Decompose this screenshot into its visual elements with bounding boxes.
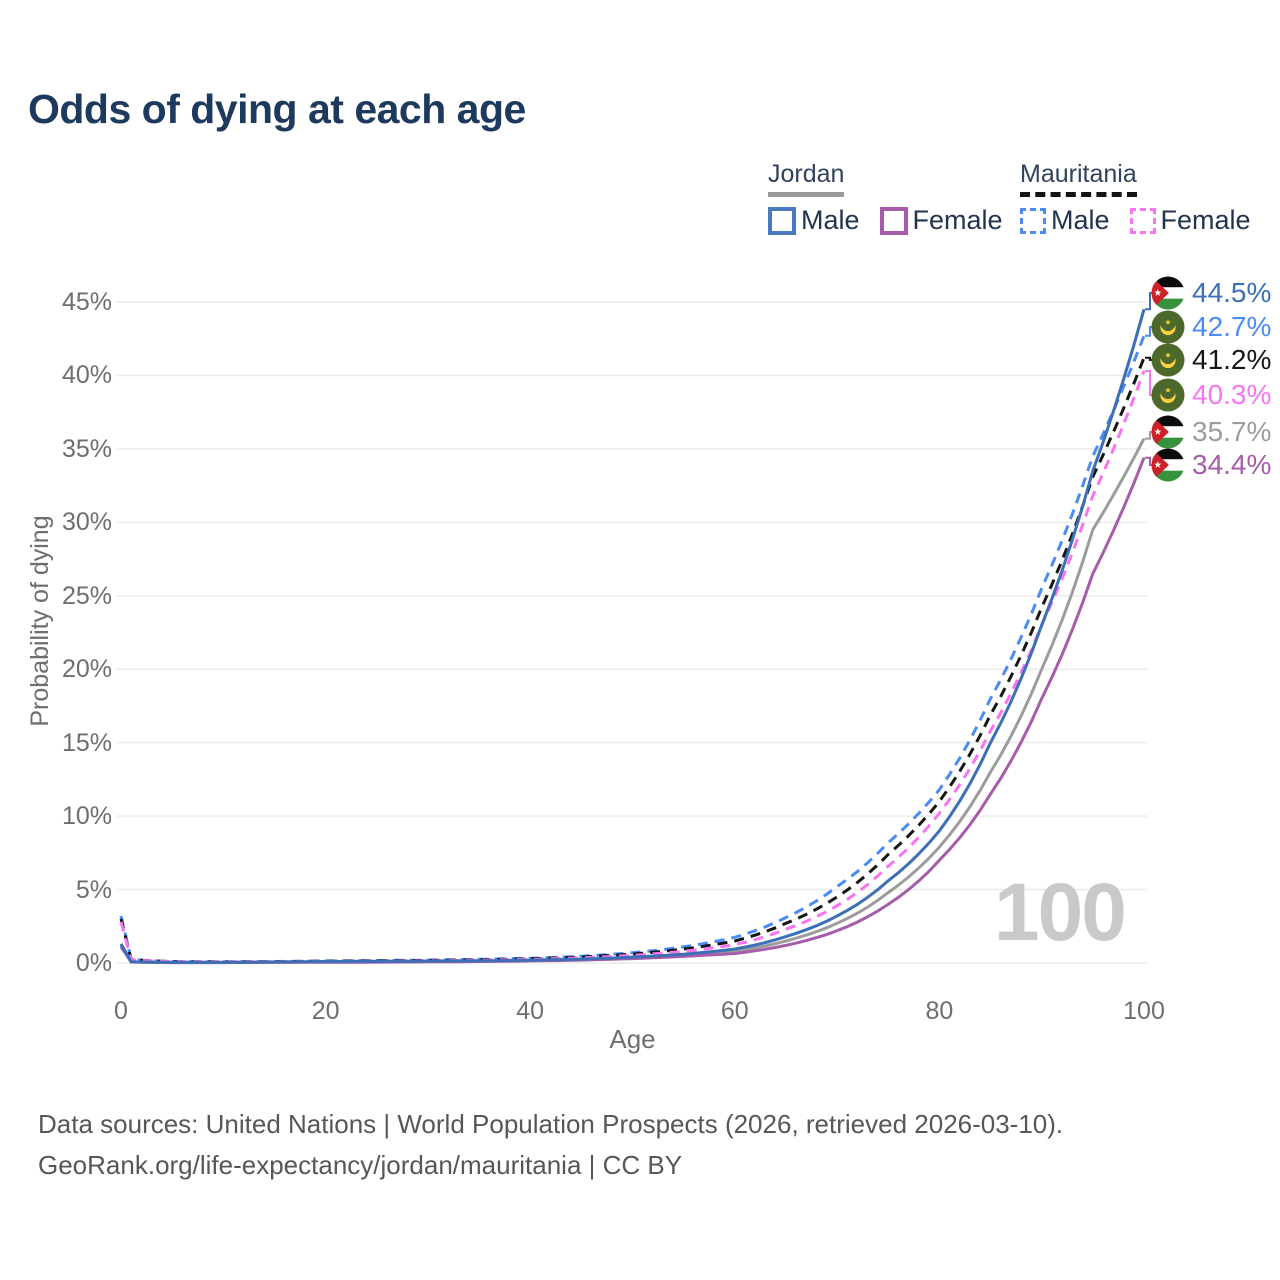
- x-tick-label: 0: [114, 997, 128, 1025]
- legend-swatch-mauritania-female: [1129, 207, 1156, 234]
- end-label-row-jordan-male: 44.5%: [1151, 276, 1271, 310]
- y-tick-label: 35%: [61, 434, 112, 463]
- mauritania-flag-icon: [1151, 343, 1185, 377]
- legend-label-jordan-female: Female: [912, 205, 1003, 235]
- legend-row-jordan: Male Female: [768, 205, 1003, 236]
- legend-item-jordan-female[interactable]: Female: [879, 205, 1003, 236]
- end-label-value: 44.5%: [1192, 277, 1272, 308]
- series-line-jordan-female[interactable]: [119, 457, 1146, 965]
- legend-group-jordan: Jordan Male Female: [768, 160, 1003, 236]
- y-tick-label: 30%: [61, 508, 112, 537]
- legend-swatch-jordan-female: [879, 206, 908, 235]
- legend-label-mauritania-female: Female: [1160, 205, 1251, 235]
- legend-group-mauritania: Mauritania Male Female: [1020, 160, 1251, 236]
- end-label-value: 42.7%: [1192, 311, 1272, 342]
- x-tick-label: 60: [720, 997, 749, 1025]
- footer: Data sources: United Nations | World Pop…: [38, 1104, 1063, 1186]
- x-tick-label: 20: [311, 997, 340, 1025]
- x-tick-label: 80: [925, 997, 954, 1025]
- end-label-row-mauritania: 41.2%: [1151, 343, 1271, 377]
- y-tick-label: 15%: [61, 728, 112, 757]
- footer-data-sources: Data sources: United Nations | World Pop…: [38, 1109, 1064, 1139]
- legend-item-mauritania-male[interactable]: Male: [1020, 205, 1110, 236]
- page-title: Odds of dying at each age: [28, 86, 526, 132]
- y-tick-label: 45%: [61, 287, 112, 316]
- y-tick-label: 25%: [61, 581, 112, 610]
- mauritania-flag-icon: [1151, 378, 1185, 412]
- legend-row-mauritania: Male Female: [1020, 205, 1251, 236]
- mauritania-flag-icon: [1151, 310, 1185, 344]
- end-label-value: 35.7%: [1192, 416, 1272, 447]
- legend-label-mauritania-male: Male: [1051, 205, 1110, 235]
- legend-label-jordan-male: Male: [801, 205, 860, 235]
- end-label-row-jordan: 35.7%: [1151, 415, 1271, 449]
- end-label-row-jordan-female: 34.4%: [1151, 448, 1271, 482]
- y-tick-label: 20%: [61, 655, 112, 684]
- series-line-mauritania-female[interactable]: [119, 370, 1146, 964]
- end-label-value: 34.4%: [1192, 449, 1272, 480]
- end-label-row-mauritania-female: 40.3%: [1151, 378, 1271, 412]
- footer-attribution: GeoRank.org/life-expectancy/jordan/mauri…: [38, 1150, 683, 1180]
- legend-item-jordan-male[interactable]: Male: [768, 205, 860, 236]
- end-label-value: 41.2%: [1192, 344, 1272, 375]
- jordan-flag-icon: [1151, 276, 1185, 310]
- legend-country-jordan[interactable]: Jordan: [768, 160, 845, 197]
- x-axis-title: Age: [609, 1024, 656, 1054]
- end-label-value: 40.3%: [1192, 379, 1272, 410]
- x-tick-label: 40: [516, 997, 545, 1025]
- y-tick-label: 0%: [75, 949, 112, 977]
- y-tick-label: 5%: [75, 875, 112, 904]
- series-line-mauritania-male[interactable]: [119, 335, 1146, 964]
- legend-country-mauritania[interactable]: Mauritania: [1020, 160, 1137, 197]
- hover-age-watermark: 100: [994, 867, 1127, 958]
- y-tick-label: 40%: [61, 361, 112, 390]
- end-label-row-mauritania-male: 42.7%: [1151, 310, 1271, 344]
- legend-swatch-mauritania-male: [1020, 207, 1046, 234]
- y-tick-label: 10%: [61, 802, 112, 831]
- jordan-flag-icon: [1151, 415, 1185, 449]
- series-line-jordan-male[interactable]: [119, 308, 1146, 964]
- legend-swatch-jordan-male: [768, 206, 796, 235]
- x-tick-label: 100: [1123, 997, 1165, 1025]
- jordan-flag-icon: [1151, 448, 1185, 482]
- legend-item-mauritania-female[interactable]: Female: [1129, 205, 1251, 236]
